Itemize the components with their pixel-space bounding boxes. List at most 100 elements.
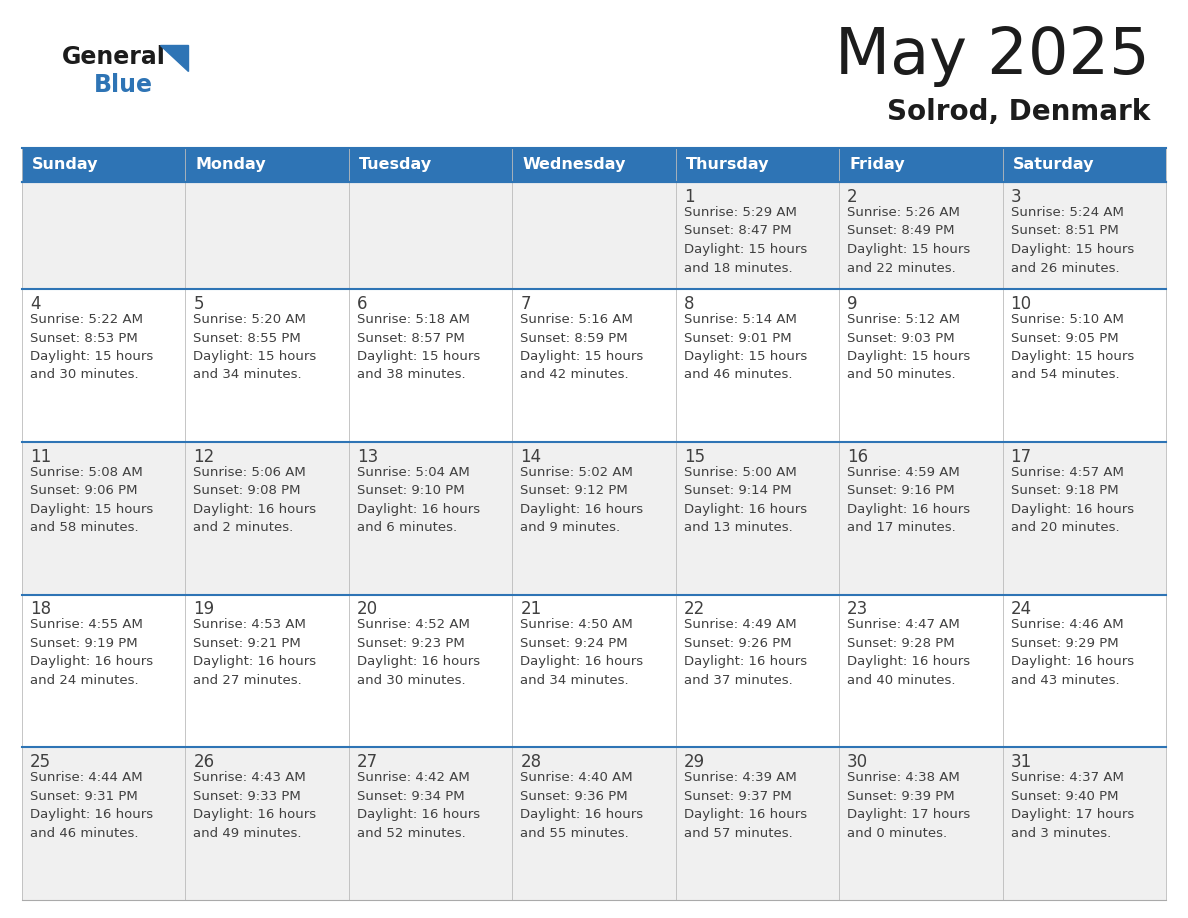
Text: 25: 25 (30, 754, 51, 771)
Bar (23, 182, 185, 289)
Bar (23, 148, 185, 182)
Text: Sunrise: 4:40 AM
Sunset: 9:36 PM
Daylight: 16 hours
and 55 minutes.: Sunrise: 4:40 AM Sunset: 9:36 PM Dayligh… (520, 771, 644, 840)
Bar (676, 747, 839, 900)
Text: 13: 13 (356, 448, 378, 465)
Text: Sunrise: 4:53 AM
Sunset: 9:21 PM
Daylight: 16 hours
and 27 minutes.: Sunrise: 4:53 AM Sunset: 9:21 PM Dayligh… (194, 619, 316, 687)
Text: Sunrise: 4:39 AM
Sunset: 9:37 PM
Daylight: 16 hours
and 57 minutes.: Sunrise: 4:39 AM Sunset: 9:37 PM Dayligh… (684, 771, 807, 840)
Bar (676, 148, 839, 182)
Text: Thursday: Thursday (685, 158, 769, 173)
Text: Saturday: Saturday (1012, 158, 1094, 173)
Bar (512, 148, 676, 182)
Text: 27: 27 (356, 754, 378, 771)
Bar (1003, 148, 1165, 182)
Bar (185, 595, 349, 747)
Text: Sunrise: 4:50 AM
Sunset: 9:24 PM
Daylight: 16 hours
and 34 minutes.: Sunrise: 4:50 AM Sunset: 9:24 PM Dayligh… (520, 619, 644, 687)
Bar (512, 289, 676, 442)
Text: Sunrise: 4:57 AM
Sunset: 9:18 PM
Daylight: 16 hours
and 20 minutes.: Sunrise: 4:57 AM Sunset: 9:18 PM Dayligh… (1011, 465, 1133, 534)
Bar (1003, 595, 1165, 747)
Bar (839, 442, 1003, 595)
Bar (1003, 442, 1165, 595)
Text: Sunrise: 5:12 AM
Sunset: 9:03 PM
Daylight: 15 hours
and 50 minutes.: Sunrise: 5:12 AM Sunset: 9:03 PM Dayligh… (847, 313, 971, 382)
Bar (185, 442, 349, 595)
Text: Sunrise: 5:18 AM
Sunset: 8:57 PM
Daylight: 15 hours
and 38 minutes.: Sunrise: 5:18 AM Sunset: 8:57 PM Dayligh… (356, 313, 480, 382)
Bar (185, 289, 349, 442)
Text: Sunrise: 5:10 AM
Sunset: 9:05 PM
Daylight: 15 hours
and 54 minutes.: Sunrise: 5:10 AM Sunset: 9:05 PM Dayligh… (1011, 313, 1133, 382)
Text: Sunrise: 5:24 AM
Sunset: 8:51 PM
Daylight: 15 hours
and 26 minutes.: Sunrise: 5:24 AM Sunset: 8:51 PM Dayligh… (1011, 206, 1133, 274)
Bar (349, 148, 512, 182)
Text: Sunrise: 5:14 AM
Sunset: 9:01 PM
Daylight: 15 hours
and 46 minutes.: Sunrise: 5:14 AM Sunset: 9:01 PM Dayligh… (684, 313, 807, 382)
Bar (512, 747, 676, 900)
Bar (23, 289, 185, 442)
Bar (676, 595, 839, 747)
Text: Sunrise: 4:37 AM
Sunset: 9:40 PM
Daylight: 17 hours
and 3 minutes.: Sunrise: 4:37 AM Sunset: 9:40 PM Dayligh… (1011, 771, 1133, 840)
Text: Monday: Monday (196, 158, 266, 173)
Text: Sunrise: 5:26 AM
Sunset: 8:49 PM
Daylight: 15 hours
and 22 minutes.: Sunrise: 5:26 AM Sunset: 8:49 PM Dayligh… (847, 206, 971, 274)
Text: Sunrise: 5:04 AM
Sunset: 9:10 PM
Daylight: 16 hours
and 6 minutes.: Sunrise: 5:04 AM Sunset: 9:10 PM Dayligh… (356, 465, 480, 534)
Bar (349, 747, 512, 900)
Bar (512, 442, 676, 595)
Bar (349, 182, 512, 289)
Bar (349, 595, 512, 747)
Text: 20: 20 (356, 600, 378, 619)
Text: Sunrise: 5:00 AM
Sunset: 9:14 PM
Daylight: 16 hours
and 13 minutes.: Sunrise: 5:00 AM Sunset: 9:14 PM Dayligh… (684, 465, 807, 534)
Text: 28: 28 (520, 754, 542, 771)
Text: 21: 21 (520, 600, 542, 619)
Text: Sunrise: 5:29 AM
Sunset: 8:47 PM
Daylight: 15 hours
and 18 minutes.: Sunrise: 5:29 AM Sunset: 8:47 PM Dayligh… (684, 206, 807, 274)
Text: Sunrise: 5:22 AM
Sunset: 8:53 PM
Daylight: 15 hours
and 30 minutes.: Sunrise: 5:22 AM Sunset: 8:53 PM Dayligh… (30, 313, 153, 382)
Text: 29: 29 (684, 754, 704, 771)
Text: 10: 10 (1011, 295, 1031, 313)
Bar (676, 289, 839, 442)
Text: 24: 24 (1011, 600, 1031, 619)
Bar (676, 442, 839, 595)
Text: 3: 3 (1011, 188, 1022, 206)
Text: Sunrise: 5:20 AM
Sunset: 8:55 PM
Daylight: 15 hours
and 34 minutes.: Sunrise: 5:20 AM Sunset: 8:55 PM Dayligh… (194, 313, 317, 382)
Text: Sunrise: 4:55 AM
Sunset: 9:19 PM
Daylight: 16 hours
and 24 minutes.: Sunrise: 4:55 AM Sunset: 9:19 PM Dayligh… (30, 619, 153, 687)
Bar (185, 747, 349, 900)
Text: 11: 11 (30, 448, 51, 465)
Text: Tuesday: Tuesday (359, 158, 432, 173)
Text: Sunrise: 5:06 AM
Sunset: 9:08 PM
Daylight: 16 hours
and 2 minutes.: Sunrise: 5:06 AM Sunset: 9:08 PM Dayligh… (194, 465, 316, 534)
Bar (839, 289, 1003, 442)
Polygon shape (160, 45, 188, 71)
Text: 12: 12 (194, 448, 215, 465)
Bar (512, 182, 676, 289)
Text: 2: 2 (847, 188, 858, 206)
Bar (23, 747, 185, 900)
Text: Sunrise: 5:02 AM
Sunset: 9:12 PM
Daylight: 16 hours
and 9 minutes.: Sunrise: 5:02 AM Sunset: 9:12 PM Dayligh… (520, 465, 644, 534)
Bar (23, 595, 185, 747)
Text: 14: 14 (520, 448, 542, 465)
Bar (349, 442, 512, 595)
Bar (839, 148, 1003, 182)
Bar (512, 595, 676, 747)
Text: 17: 17 (1011, 448, 1031, 465)
Text: 8: 8 (684, 295, 694, 313)
Text: 7: 7 (520, 295, 531, 313)
Text: Sunrise: 5:08 AM
Sunset: 9:06 PM
Daylight: 15 hours
and 58 minutes.: Sunrise: 5:08 AM Sunset: 9:06 PM Dayligh… (30, 465, 153, 534)
Text: Sunrise: 4:52 AM
Sunset: 9:23 PM
Daylight: 16 hours
and 30 minutes.: Sunrise: 4:52 AM Sunset: 9:23 PM Dayligh… (356, 619, 480, 687)
Text: Friday: Friday (849, 158, 905, 173)
Text: Sunrise: 4:42 AM
Sunset: 9:34 PM
Daylight: 16 hours
and 52 minutes.: Sunrise: 4:42 AM Sunset: 9:34 PM Dayligh… (356, 771, 480, 840)
Text: Sunrise: 4:59 AM
Sunset: 9:16 PM
Daylight: 16 hours
and 17 minutes.: Sunrise: 4:59 AM Sunset: 9:16 PM Dayligh… (847, 465, 971, 534)
Text: 15: 15 (684, 448, 704, 465)
Bar (676, 182, 839, 289)
Text: Sunrise: 4:49 AM
Sunset: 9:26 PM
Daylight: 16 hours
and 37 minutes.: Sunrise: 4:49 AM Sunset: 9:26 PM Dayligh… (684, 619, 807, 687)
Text: General: General (62, 45, 166, 69)
Text: 9: 9 (847, 295, 858, 313)
Text: Wednesday: Wednesday (523, 158, 626, 173)
Bar (839, 182, 1003, 289)
Text: Sunrise: 4:46 AM
Sunset: 9:29 PM
Daylight: 16 hours
and 43 minutes.: Sunrise: 4:46 AM Sunset: 9:29 PM Dayligh… (1011, 619, 1133, 687)
Text: May 2025: May 2025 (835, 25, 1150, 87)
Bar (839, 595, 1003, 747)
Text: 6: 6 (356, 295, 367, 313)
Text: 4: 4 (30, 295, 40, 313)
Text: 26: 26 (194, 754, 215, 771)
Text: Sunrise: 5:16 AM
Sunset: 8:59 PM
Daylight: 15 hours
and 42 minutes.: Sunrise: 5:16 AM Sunset: 8:59 PM Dayligh… (520, 313, 644, 382)
Text: 16: 16 (847, 448, 868, 465)
Bar (839, 747, 1003, 900)
Text: 22: 22 (684, 600, 704, 619)
Text: 31: 31 (1011, 754, 1032, 771)
Text: 5: 5 (194, 295, 204, 313)
Text: 1: 1 (684, 188, 694, 206)
Text: 23: 23 (847, 600, 868, 619)
Bar (1003, 182, 1165, 289)
